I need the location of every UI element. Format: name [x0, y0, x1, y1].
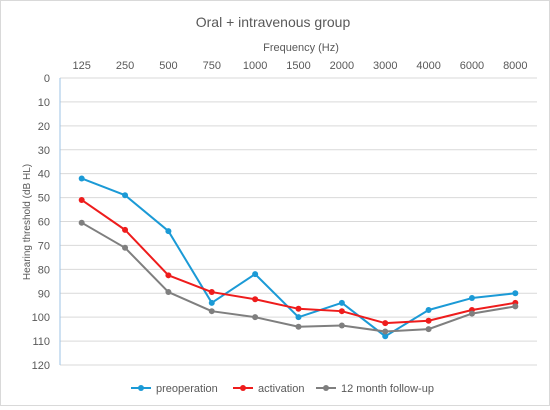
data-point: [78, 219, 85, 226]
series-activation: [78, 196, 519, 327]
series-line: [81, 177, 516, 338]
legend-swatch-marker: [240, 385, 246, 391]
data-point: [295, 305, 302, 312]
x-tick-label: 500: [159, 60, 177, 72]
y-tick-label: 20: [38, 121, 50, 133]
y-tick-label: 120: [32, 360, 50, 372]
x-tick-label: 1500: [286, 60, 310, 72]
x-tick-label: 750: [203, 60, 221, 72]
series-12-month-follow-up: [78, 219, 519, 335]
legend-label: activation: [258, 383, 304, 395]
data-point: [468, 310, 475, 317]
data-point: [295, 314, 302, 321]
x-tick-label: 8000: [503, 60, 527, 72]
data-point: [122, 192, 129, 199]
x-tick-labels: 125 250 500 750 1000 1500 2000 3000 4000 6000 8000: [73, 60, 528, 72]
data-point: [295, 323, 302, 330]
data-point: [468, 295, 475, 302]
x-tick-label: 250: [116, 60, 134, 72]
legend-label: 12 month follow-up: [341, 383, 434, 395]
data-point: [208, 299, 215, 306]
x-tick-label: 2000: [330, 60, 354, 72]
y-tick-label: 0: [44, 73, 50, 85]
data-point: [338, 299, 345, 306]
x-tick-label: 1000: [243, 60, 267, 72]
data-point: [382, 333, 389, 340]
data-point: [512, 303, 519, 310]
data-point: [78, 175, 85, 182]
data-point: [382, 320, 389, 327]
data-point: [165, 289, 172, 296]
legend-swatch-marker: [323, 385, 329, 391]
y-tick-label: 100: [32, 312, 50, 324]
y-tick-label: 60: [38, 217, 50, 229]
y-tick-label: 40: [38, 169, 50, 181]
data-point: [512, 290, 519, 297]
x-tick-label: 3000: [373, 60, 397, 72]
gridlines: [60, 77, 537, 366]
y-tick-label: 110: [32, 336, 50, 348]
data-point: [165, 228, 172, 235]
y-tick-label: 90: [38, 288, 50, 300]
x-axis-title: Frequency (Hz): [263, 42, 339, 54]
y-tick-labels: 0 10 20 30 40 50 60 70 80 90 100 110 120: [32, 73, 50, 372]
series-preoperation: [78, 175, 519, 340]
data-point: [122, 244, 129, 251]
data-point: [382, 328, 389, 335]
y-tick-label: 70: [38, 240, 50, 252]
series-layer: [78, 175, 519, 340]
data-point: [208, 308, 215, 315]
data-point: [425, 306, 432, 313]
y-tick-label: 80: [38, 264, 50, 276]
data-point: [425, 326, 432, 333]
legend-item: activation: [233, 383, 304, 395]
data-point: [122, 226, 129, 233]
legend-label: preoperation: [156, 383, 218, 395]
legend-item: preoperation: [131, 383, 218, 395]
data-point: [78, 196, 85, 203]
legend-swatch-marker: [138, 385, 144, 391]
x-tick-label: 4000: [416, 60, 440, 72]
legend: preoperation activation 12 month follow-up: [131, 383, 434, 395]
y-tick-label: 10: [38, 97, 50, 109]
data-point: [252, 314, 259, 321]
x-tick-label: 125: [73, 60, 91, 72]
x-tick-label: 6000: [460, 60, 484, 72]
y-axis-title: Hearing threshold (dB HL): [22, 164, 33, 280]
y-tick-label: 50: [38, 193, 50, 205]
data-point: [425, 317, 432, 324]
data-point: [252, 271, 259, 278]
data-point: [208, 289, 215, 296]
data-point: [252, 296, 259, 303]
legend-item: 12 month follow-up: [316, 383, 434, 395]
data-point: [338, 308, 345, 315]
y-tick-label: 30: [38, 145, 50, 157]
data-point: [338, 322, 345, 329]
data-point: [165, 272, 172, 279]
chart-title: Oral + intravenous group: [196, 14, 351, 30]
